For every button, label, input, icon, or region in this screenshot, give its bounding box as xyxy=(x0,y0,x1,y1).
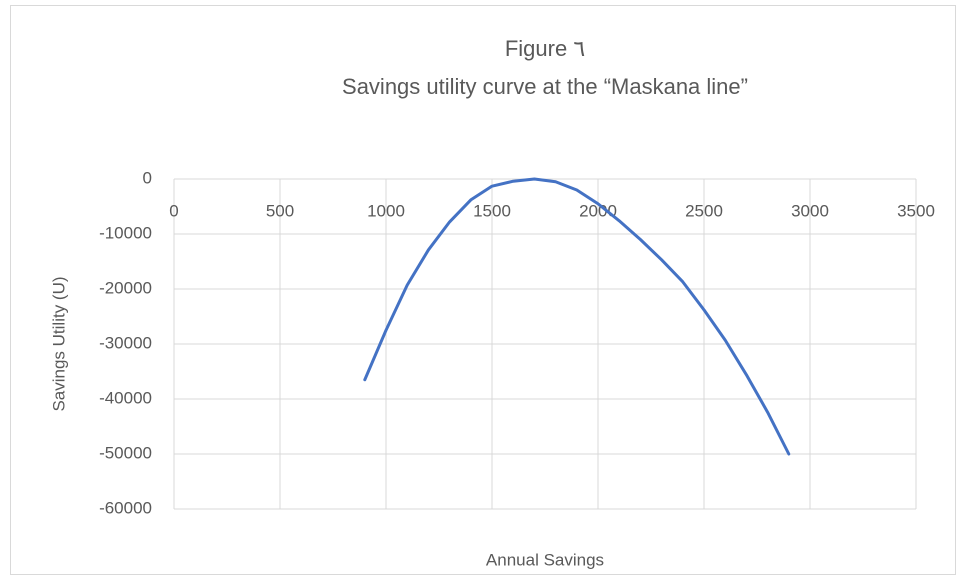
y-tick-label: -50000 xyxy=(99,443,152,462)
x-tick-label: 3500 xyxy=(897,201,935,220)
x-tick-label: 0 xyxy=(169,201,178,220)
y-tick-label: -40000 xyxy=(99,388,152,407)
chart-subtitle: Savings utility curve at the “Maskana li… xyxy=(342,74,748,99)
x-tick-label: 3000 xyxy=(791,201,829,220)
y-tick-label: -10000 xyxy=(99,223,152,242)
x-tick-label: 1000 xyxy=(367,201,405,220)
chart-title: Figure ٦ xyxy=(505,36,585,61)
x-tick-label: 500 xyxy=(266,201,294,220)
line-series xyxy=(363,177,791,456)
x-tick-label: 2000 xyxy=(579,201,617,220)
y-axis-title: Savings Utility (U) xyxy=(49,276,68,411)
x-tick-label: 1500 xyxy=(473,201,511,220)
x-axis-title: Annual Savings xyxy=(486,550,604,569)
y-tick-label: -20000 xyxy=(99,278,152,297)
y-tick-label: -60000 xyxy=(99,498,152,517)
y-tick-label: -30000 xyxy=(99,333,152,352)
y-tick-label: 0 xyxy=(143,168,152,187)
chart-border xyxy=(10,5,956,575)
x-tick-label: 2500 xyxy=(685,201,723,220)
